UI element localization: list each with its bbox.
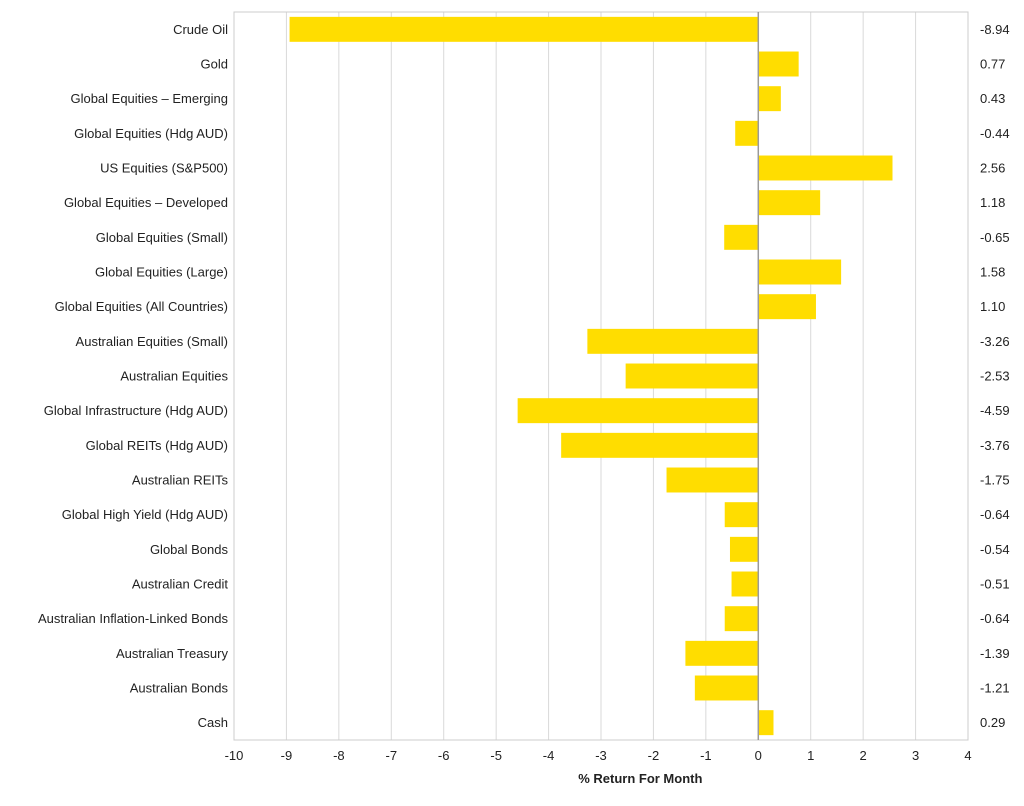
x-tick-label: 2 <box>860 748 867 763</box>
bar <box>724 224 759 250</box>
category-label: Global Equities – Emerging <box>70 91 228 106</box>
value-label: -0.51 <box>980 577 1010 592</box>
category-label: Australian Credit <box>132 577 228 592</box>
category-label: US Equities (S&P500) <box>100 161 228 176</box>
x-tick-label: -7 <box>386 748 398 763</box>
bar <box>289 16 759 42</box>
x-tick-label: -5 <box>490 748 502 763</box>
bar <box>731 571 759 597</box>
category-labels: Crude Oil Gold Global Equities – Emerging G… <box>38 22 229 730</box>
bar <box>666 467 759 493</box>
bar <box>587 328 759 354</box>
category-label: Australian Treasury <box>116 646 228 661</box>
bar <box>758 190 821 216</box>
bar <box>729 536 759 562</box>
bar <box>724 502 759 528</box>
x-tick-label: -1 <box>700 748 712 763</box>
x-tick-label: 3 <box>912 748 919 763</box>
bar <box>758 86 781 112</box>
value-label: -1.75 <box>980 473 1010 488</box>
category-label: Global Infrastructure (Hdg AUD) <box>44 403 228 418</box>
bar <box>758 51 799 77</box>
category-label: Global High Yield (Hdg AUD) <box>62 507 228 522</box>
x-tick-label: -10 <box>225 748 244 763</box>
bar <box>758 259 842 285</box>
bar <box>758 294 816 320</box>
value-label: 1.58 <box>980 265 1005 280</box>
x-tick-label: -9 <box>281 748 293 763</box>
bar <box>517 398 759 424</box>
value-label: 2.56 <box>980 161 1005 176</box>
category-label: Global Equities (Large) <box>95 265 228 280</box>
value-label: -0.44 <box>980 126 1010 141</box>
value-label: -0.64 <box>980 611 1010 626</box>
category-label: Global Equities (Hdg AUD) <box>74 126 228 141</box>
bar <box>685 640 759 666</box>
bar <box>758 710 774 736</box>
bar <box>625 363 759 389</box>
x-tick-label: 4 <box>964 748 971 763</box>
x-tick-label: -8 <box>333 748 345 763</box>
x-tick-label: 0 <box>755 748 762 763</box>
x-tick-label: -6 <box>438 748 450 763</box>
x-tick-label: 1 <box>807 748 814 763</box>
bar <box>561 432 759 458</box>
category-label: Crude Oil <box>173 22 228 37</box>
x-tick-label: -2 <box>648 748 660 763</box>
plot-frame <box>233 11 969 741</box>
category-label: Global Equities – Developed <box>64 195 228 210</box>
category-label: Australian Bonds <box>130 681 229 696</box>
category-label: Global Equities (Small) <box>96 230 228 245</box>
value-label: -1.39 <box>980 646 1010 661</box>
x-tick-labels: -10 -9 -8 -7 -6 -5 -4 -3 -2 -1 0 1 2 3 4 <box>225 748 972 763</box>
value-label: -8.94 <box>980 22 1010 37</box>
category-label: Global Equities (All Countries) <box>55 299 228 314</box>
value-label: -2.53 <box>980 369 1010 384</box>
category-label: Australian Equities (Small) <box>76 334 228 349</box>
gridlines <box>233 12 969 740</box>
value-label: 0.29 <box>980 715 1005 730</box>
category-label: Australian Equities <box>120 369 228 384</box>
value-label: -1.21 <box>980 681 1010 696</box>
value-label: 1.18 <box>980 195 1005 210</box>
value-label: 0.43 <box>980 91 1005 106</box>
x-tick-label: -3 <box>595 748 607 763</box>
value-label: -4.59 <box>980 403 1010 418</box>
x-axis-title: % Return For Month <box>578 771 702 786</box>
category-label: Cash <box>198 715 228 730</box>
plot-border <box>233 11 969 741</box>
category-label: Australian Inflation-Linked Bonds <box>38 611 229 626</box>
category-label: Gold <box>201 57 228 72</box>
bars <box>289 16 893 736</box>
value-label: -0.64 <box>980 507 1010 522</box>
bar <box>724 606 759 632</box>
value-label: -3.26 <box>980 334 1010 349</box>
category-label: Global REITs (Hdg AUD) <box>86 438 228 453</box>
value-label: -0.65 <box>980 230 1010 245</box>
value-label: -3.76 <box>980 438 1010 453</box>
value-labels: -8.94 0.77 0.43 -0.44 2.56 1.18 -0.65 1.58 1.10 -… <box>980 22 1010 730</box>
bar <box>694 675 759 701</box>
category-label: Australian REITs <box>132 473 229 488</box>
value-label: -0.54 <box>980 542 1010 557</box>
category-label: Global Bonds <box>150 542 229 557</box>
bar <box>735 120 759 146</box>
value-label: 0.77 <box>980 57 1005 72</box>
x-tick-label: -4 <box>543 748 555 763</box>
bar <box>758 155 893 181</box>
value-label: 1.10 <box>980 299 1005 314</box>
